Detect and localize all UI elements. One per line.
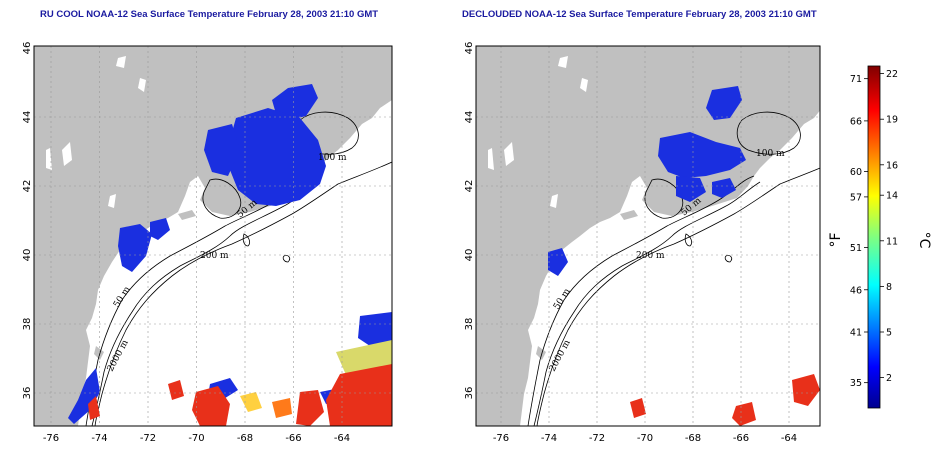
right-map-title: DECLOUDED NOAA-12 Sea Surface Temperatur… [462,9,817,20]
lon-tick-label: -70 [637,433,653,444]
lat-tick-label: 42 [22,180,33,193]
lon-tick-label: -66 [733,433,749,444]
celsius-tick-label: 22 [886,69,898,80]
lat-tick-label: 40 [22,249,33,262]
lat-tick-label: 38 [464,318,475,331]
lat-tick-label: 36 [464,387,475,400]
right-map: 200 m 100 m 2000 m 50 m 50 m -76 -74 -72… [464,42,821,444]
lat-tick-label: 38 [22,318,33,331]
left-map-frame [33,45,393,427]
celsius-unit-label: °C [916,232,932,249]
lon-tick-label: -72 [589,433,605,444]
lat-tick-label: 46 [464,42,475,55]
right-map-frame [475,45,821,427]
lon-tick-label: -64 [781,433,797,444]
celsius-tick-label: 11 [886,236,898,247]
lon-tick-label: -66 [285,433,301,444]
left-map-title: RU COOL NOAA-12 Sea Surface Temperature … [40,9,379,20]
celsius-tick-label: 2 [886,373,892,384]
celsius-tick-label: 14 [886,191,898,202]
fahrenheit-tick-label: 66 [850,116,862,127]
celsius-tick-label: 8 [886,282,892,293]
lat-tick-label: 36 [22,387,33,400]
left-warm-sst [88,340,392,426]
left-map: 200 m 100 m 2000 m 50 m 50 m -76 -74 -72… [22,42,393,444]
lon-tick-label: -76 [43,433,59,444]
lon-tick-label: -72 [140,433,156,444]
lon-tick-label: -68 [685,433,701,444]
lon-tick-label: -68 [237,433,253,444]
lat-tick-label: 44 [22,111,33,124]
right-cold-sst [548,86,746,276]
fahrenheit-tick-label: 41 [850,328,862,339]
celsius-tick-label: 5 [886,328,892,339]
fahrenheit-tick-label: 51 [850,243,862,254]
colorbar-gradient [867,65,881,409]
fahrenheit-unit-label: °F [828,232,844,247]
lon-tick-label: -74 [541,433,557,444]
lon-tick-label: -74 [91,433,107,444]
celsius-tick-label: 16 [886,160,898,171]
lon-tick-label: -70 [188,433,204,444]
contour-label: 100 m [318,153,347,163]
fahrenheit-tick-label: 60 [850,167,862,178]
fahrenheit-tick-label: 71 [850,74,862,85]
contour-label: 200 m [200,251,229,261]
fahrenheit-tick-label: 46 [850,285,862,296]
lat-tick-label: 40 [464,249,475,262]
lon-tick-label: -76 [493,433,509,444]
right-warm-sst [630,374,820,426]
contour-label: 100 m [756,149,785,159]
lat-tick-label: 46 [22,42,33,55]
lat-tick-label: 42 [464,180,475,193]
contour-label: 200 m [636,251,665,261]
fahrenheit-tick-label: 57 [850,192,862,203]
colorbar: 22 19 16 14 11 8 5 2 71 66 60 57 51 46 41 35 °F °C [828,65,932,409]
fahrenheit-tick-label: 35 [850,378,862,389]
lat-tick-label: 44 [464,111,475,124]
celsius-tick-label: 19 [886,115,898,126]
lon-tick-label: -64 [334,433,350,444]
